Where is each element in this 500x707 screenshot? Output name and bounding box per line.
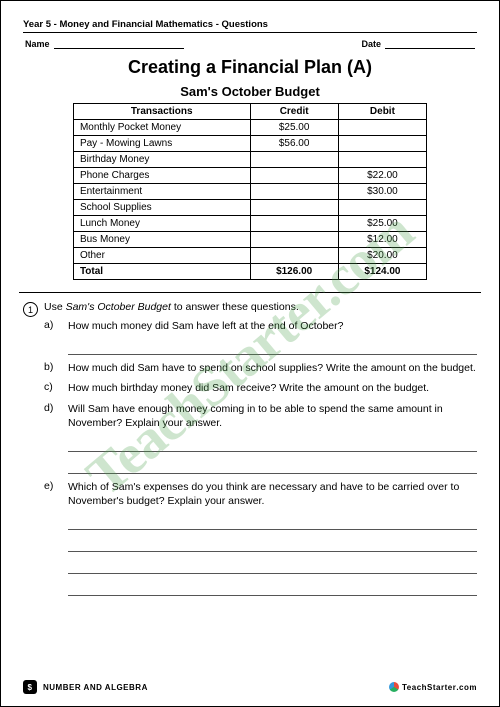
sub-text: How much did Sam have to spend on school… xyxy=(68,361,477,375)
table-row: Lunch Money $25.00 xyxy=(73,216,426,232)
table-row: Entertainment $30.00 xyxy=(73,184,426,200)
date-field: Date xyxy=(361,39,475,49)
cell-debit xyxy=(338,152,426,168)
sub-text: How much money did Sam have left at the … xyxy=(68,319,477,333)
page-footer: $ NUMBER AND ALGEBRA TeachStarter.com xyxy=(23,680,477,694)
cell-credit: $25.00 xyxy=(250,120,338,136)
table-row: Pay - Mowing Lawns$56.00 xyxy=(73,136,426,152)
footer-left: $ NUMBER AND ALGEBRA xyxy=(23,680,148,694)
sub-question-e: e) Which of Sam's expenses do you think … xyxy=(44,480,477,508)
cell-debit xyxy=(338,120,426,136)
sub-text: How much birthday money did Sam receive?… xyxy=(68,381,477,395)
cell-credit xyxy=(250,152,338,168)
question-block: 1 Use Sam's October Budget to answer the… xyxy=(23,301,477,596)
cell-transaction: Other xyxy=(73,248,250,264)
cell-transaction: School Supplies xyxy=(73,200,250,216)
name-blank[interactable] xyxy=(54,48,184,49)
sub-question-c: c) How much birthday money did Sam recei… xyxy=(44,381,477,395)
cell-total-debit: $124.00 xyxy=(338,264,426,280)
date-blank[interactable] xyxy=(385,48,475,49)
intro-em: Sam's October Budget xyxy=(66,301,171,313)
sub-letter: a) xyxy=(44,319,58,333)
worksheet-page: Year 5 - Money and Financial Mathematics… xyxy=(0,0,500,707)
col-debit: Debit xyxy=(338,104,426,120)
sub-text: Which of Sam's expenses do you think are… xyxy=(68,480,477,508)
cell-credit xyxy=(250,248,338,264)
cell-credit xyxy=(250,216,338,232)
table-row: School Supplies xyxy=(73,200,426,216)
intro-post: to answer these questions. xyxy=(171,301,299,313)
cell-debit: $12.00 xyxy=(338,232,426,248)
col-credit: Credit xyxy=(250,104,338,120)
sub-letter: e) xyxy=(44,480,58,508)
sub-question-a: a) How much money did Sam have left at t… xyxy=(44,319,477,333)
cell-transaction: Birthday Money xyxy=(73,152,250,168)
cell-transaction: Entertainment xyxy=(73,184,250,200)
cell-debit xyxy=(338,200,426,216)
cell-transaction: Pay - Mowing Lawns xyxy=(73,136,250,152)
cell-credit xyxy=(250,200,338,216)
question-body: Use Sam's October Budget to answer these… xyxy=(44,301,477,596)
cell-debit xyxy=(338,136,426,152)
footer-brand: TeachStarter.com xyxy=(389,682,477,692)
answer-line[interactable] xyxy=(68,558,477,574)
answer-line[interactable] xyxy=(68,458,477,474)
cell-debit: $30.00 xyxy=(338,184,426,200)
cell-transaction: Lunch Money xyxy=(73,216,250,232)
cell-debit: $20.00 xyxy=(338,248,426,264)
budget-table: Transactions Credit Debit Monthly Pocket… xyxy=(73,103,427,280)
answer-line[interactable] xyxy=(68,514,477,530)
table-row: Phone Charges $22.00 xyxy=(73,168,426,184)
sub-text: Will Sam have enough money coming in to … xyxy=(68,402,477,430)
date-label: Date xyxy=(361,39,381,49)
intro-pre: Use xyxy=(44,301,66,313)
table-row: Bus Money $12.00 xyxy=(73,232,426,248)
table-row: Monthly Pocket Money$25.00 xyxy=(73,120,426,136)
cell-debit: $25.00 xyxy=(338,216,426,232)
cell-credit xyxy=(250,232,338,248)
name-label: Name xyxy=(25,39,50,49)
cell-transaction: Monthly Pocket Money xyxy=(73,120,250,136)
page-title: Creating a Financial Plan (A) xyxy=(23,57,477,78)
sub-question-b: b) How much did Sam have to spend on sch… xyxy=(44,361,477,375)
cell-total-label: Total xyxy=(73,264,250,280)
name-date-row: Name Date xyxy=(23,39,477,49)
strand-label: NUMBER AND ALGEBRA xyxy=(43,683,148,692)
question-intro: Use Sam's October Budget to answer these… xyxy=(44,301,477,313)
cell-transaction: Phone Charges xyxy=(73,168,250,184)
strand-icon: $ xyxy=(23,680,37,694)
table-row: Other $20.00 xyxy=(73,248,426,264)
table-row: Birthday Money xyxy=(73,152,426,168)
sub-letter: b) xyxy=(44,361,58,375)
question-number: 1 xyxy=(23,302,38,317)
sub-letter: d) xyxy=(44,402,58,430)
table-header-row: Transactions Credit Debit xyxy=(73,104,426,120)
cell-debit: $22.00 xyxy=(338,168,426,184)
table-total-row: Total$126.00$124.00 xyxy=(73,264,426,280)
brand-name: TeachStarter.com xyxy=(402,683,477,692)
name-field: Name xyxy=(25,39,184,49)
cell-transaction: Bus Money xyxy=(73,232,250,248)
cell-credit: $56.00 xyxy=(250,136,338,152)
answer-line[interactable] xyxy=(68,339,477,355)
sub-letter: c) xyxy=(44,381,58,395)
answer-line[interactable] xyxy=(68,580,477,596)
sub-question-d: d) Will Sam have enough money coming in … xyxy=(44,402,477,430)
cell-credit xyxy=(250,184,338,200)
brand-icon xyxy=(389,682,399,692)
cell-total-credit: $126.00 xyxy=(250,264,338,280)
answer-line[interactable] xyxy=(68,536,477,552)
cell-credit xyxy=(250,168,338,184)
col-transactions: Transactions xyxy=(73,104,250,120)
page-header: Year 5 - Money and Financial Mathematics… xyxy=(23,19,477,33)
section-divider xyxy=(19,292,481,293)
answer-line[interactable] xyxy=(68,436,477,452)
table-title: Sam's October Budget xyxy=(23,84,477,99)
